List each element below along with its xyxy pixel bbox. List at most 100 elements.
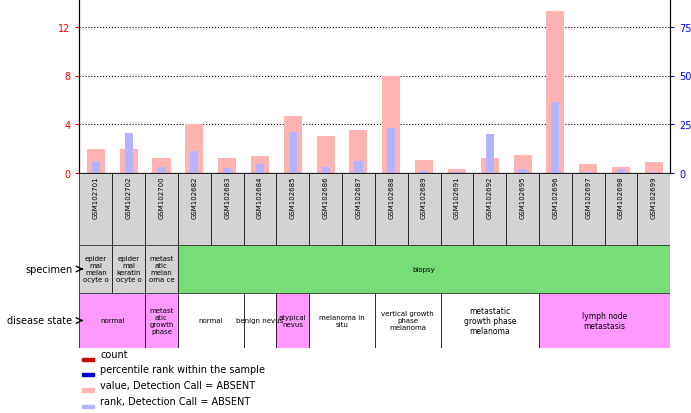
Text: GSM102689: GSM102689 [421, 176, 427, 218]
Bar [309, 173, 342, 245]
Bar [276, 293, 309, 348]
Bar [284, 116, 302, 173]
Text: GSM102683: GSM102683 [224, 176, 230, 218]
Bar [375, 173, 408, 245]
Text: metastatic
growth phase
melanoma: metastatic growth phase melanoma [464, 306, 516, 336]
Bar [551, 103, 560, 173]
Bar [387, 128, 395, 173]
Bar [547, 12, 565, 173]
Bar [243, 293, 276, 348]
Text: GSM102688: GSM102688 [388, 176, 395, 218]
Bar [92, 161, 100, 173]
Bar [218, 159, 236, 173]
Bar [145, 173, 178, 245]
Bar [185, 125, 203, 173]
Text: epider
mal
keratin
ocyte o: epider mal keratin ocyte o [116, 256, 142, 283]
Text: GSM102701: GSM102701 [93, 176, 99, 218]
Bar [650, 172, 658, 173]
Text: rank, Detection Call = ABSENT: rank, Detection Call = ABSENT [100, 396, 250, 406]
Bar [87, 149, 105, 173]
Bar [79, 173, 112, 245]
Bar [473, 173, 506, 245]
Bar [605, 173, 637, 245]
Bar [571, 173, 605, 245]
Bar [448, 170, 466, 173]
Bar [79, 293, 145, 348]
Bar [408, 173, 440, 245]
Bar [440, 173, 473, 245]
Bar [82, 389, 94, 392]
Bar [637, 173, 670, 245]
Bar [486, 135, 494, 173]
Text: epider
mal
melan
ocyte o: epider mal melan ocyte o [83, 256, 108, 283]
Bar [513, 155, 531, 173]
Bar [321, 168, 330, 173]
Bar [124, 133, 133, 173]
Bar [178, 293, 243, 348]
Text: normal: normal [198, 318, 223, 324]
Bar [178, 173, 211, 245]
Text: GSM102699: GSM102699 [651, 176, 657, 218]
Text: lymph node
metastasis: lymph node metastasis [582, 311, 627, 330]
Bar [584, 172, 592, 173]
Bar [276, 173, 309, 245]
Text: value, Detection Call = ABSENT: value, Detection Call = ABSENT [100, 380, 255, 390]
Bar [617, 170, 625, 173]
Bar [223, 169, 231, 173]
Bar [382, 76, 400, 173]
Bar [453, 172, 461, 173]
Text: GSM102686: GSM102686 [323, 176, 329, 218]
Bar [82, 373, 94, 377]
Text: vertical growth
phase
melanoma: vertical growth phase melanoma [381, 311, 434, 331]
Bar [82, 405, 94, 408]
Bar [112, 173, 145, 245]
Text: GSM102700: GSM102700 [158, 176, 164, 218]
Bar [415, 160, 433, 173]
Text: GSM102696: GSM102696 [552, 176, 558, 218]
Bar [354, 161, 363, 173]
Text: GSM102697: GSM102697 [585, 176, 591, 218]
Bar [289, 132, 297, 173]
Text: percentile rank within the sample: percentile rank within the sample [100, 365, 265, 375]
Bar [211, 173, 243, 245]
Text: atypical
nevus: atypical nevus [279, 314, 307, 327]
Bar [145, 245, 178, 293]
Text: melanoma in
situ: melanoma in situ [319, 314, 365, 327]
Bar [251, 157, 269, 173]
Bar [153, 159, 171, 173]
Bar [350, 131, 368, 173]
Bar [256, 165, 264, 173]
Text: GSM102691: GSM102691 [454, 176, 460, 218]
Bar [82, 358, 94, 361]
Bar [539, 173, 571, 245]
Bar [178, 245, 670, 293]
Bar [309, 293, 375, 348]
Bar [612, 168, 630, 173]
Bar [190, 152, 198, 173]
Text: GSM102698: GSM102698 [618, 176, 624, 218]
Bar [112, 245, 145, 293]
Text: GSM102685: GSM102685 [290, 176, 296, 218]
Bar [375, 293, 440, 348]
Text: count: count [100, 350, 128, 360]
Bar [506, 173, 539, 245]
Text: biopsy: biopsy [413, 266, 435, 272]
Bar [539, 293, 670, 348]
Text: specimen: specimen [26, 264, 73, 274]
Text: GSM102682: GSM102682 [191, 176, 198, 218]
Bar [79, 245, 112, 293]
Bar [645, 163, 663, 173]
Bar [420, 171, 428, 173]
Bar [440, 293, 539, 348]
Text: disease state: disease state [8, 316, 73, 326]
Text: metast
atic
melan
oma ce: metast atic melan oma ce [149, 256, 174, 283]
Bar [145, 293, 178, 348]
Text: GSM102692: GSM102692 [486, 176, 493, 218]
Text: normal: normal [100, 318, 124, 324]
Bar [579, 165, 597, 173]
Text: metast
atic
growth
phase: metast atic growth phase [149, 307, 173, 334]
Bar [518, 170, 527, 173]
Bar [342, 173, 375, 245]
Bar [120, 149, 138, 173]
Bar [481, 159, 499, 173]
